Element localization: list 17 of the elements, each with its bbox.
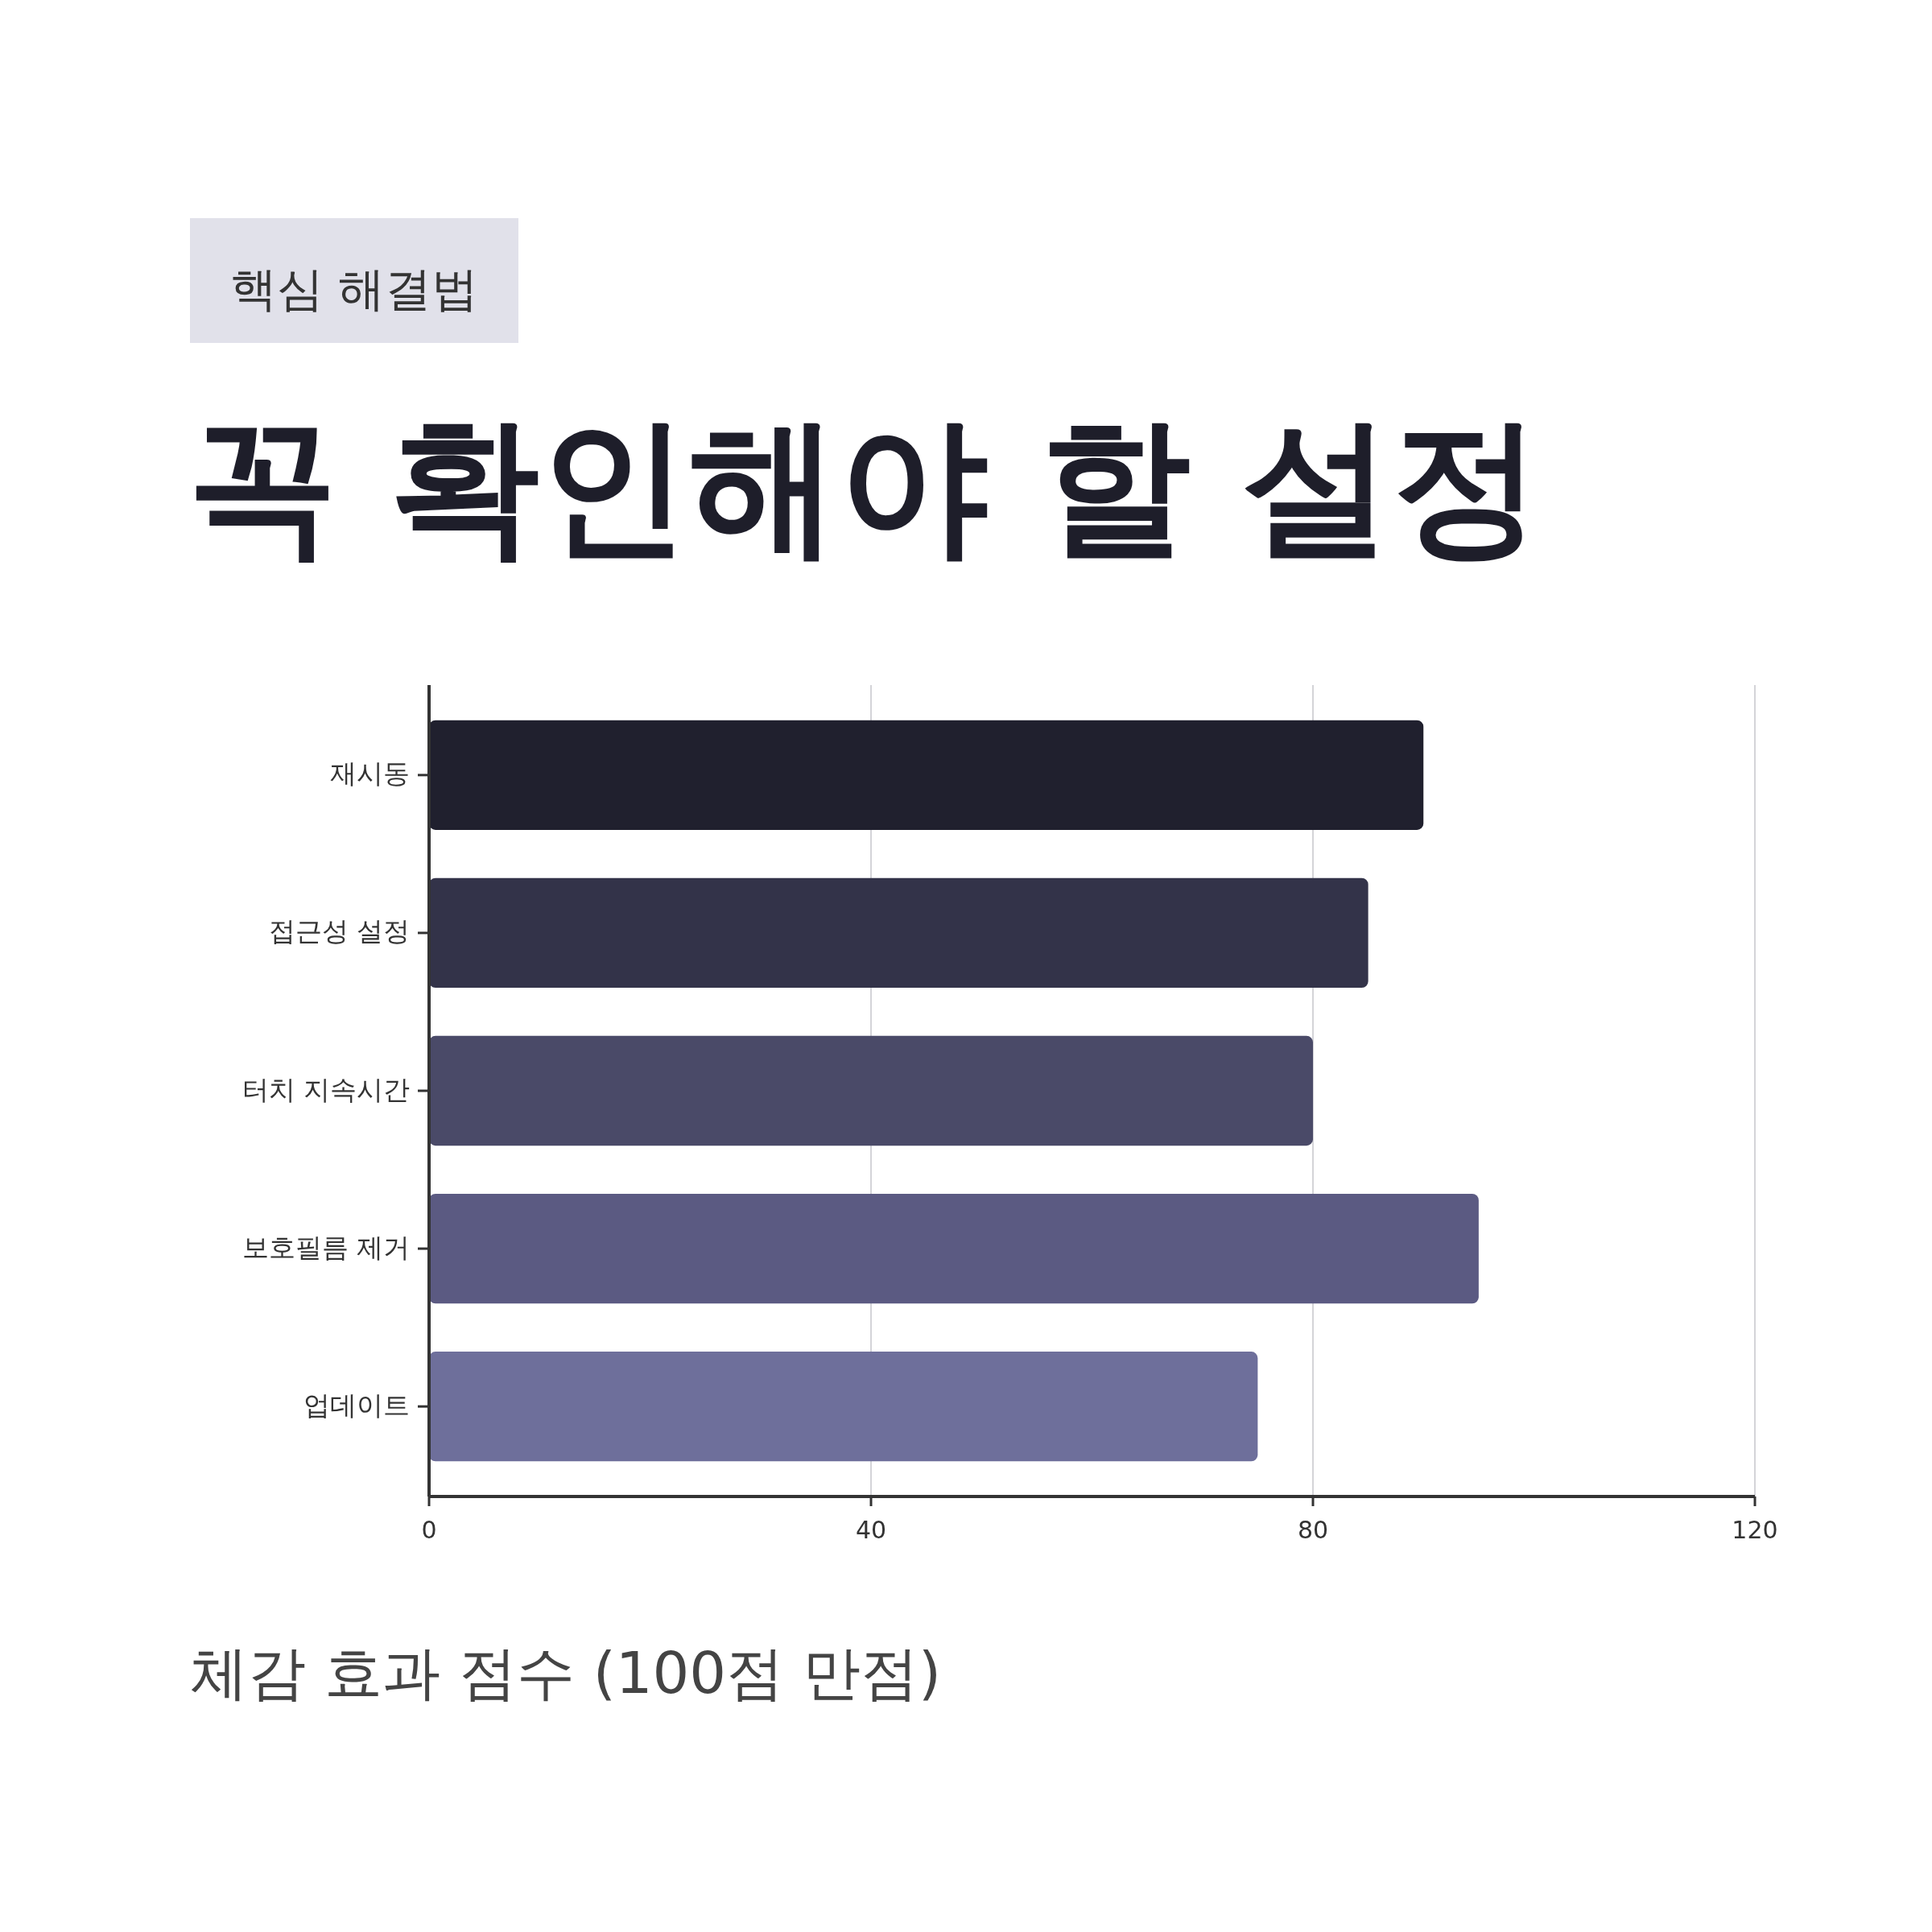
x-tick-label: 40 — [855, 1516, 887, 1544]
bar — [429, 1193, 1479, 1304]
x-tick-label: 80 — [1297, 1516, 1329, 1544]
y-tick-label: 재시동 — [330, 758, 410, 790]
bar — [429, 1035, 1313, 1146]
y-tick-label: 접근성 설정 — [268, 915, 410, 947]
x-tick-label: 0 — [421, 1516, 437, 1544]
y-tick-label: 터치 지속시간 — [242, 1073, 410, 1105]
chart-subtitle: 핵심 해결법 — [229, 262, 479, 317]
bar — [429, 720, 1424, 830]
y-tick-label: 업데이트 — [303, 1389, 410, 1421]
bar — [429, 877, 1368, 989]
x-tick-label: 120 — [1732, 1516, 1778, 1544]
y-tick-label: 보호필름 제거 — [242, 1231, 410, 1263]
bar — [429, 1352, 1258, 1462]
chart-title: 꼭 확인해야 할 설정 — [188, 398, 1542, 573]
x-axis-title: 체감 효과 점수 (100점 만점) — [190, 1639, 942, 1707]
